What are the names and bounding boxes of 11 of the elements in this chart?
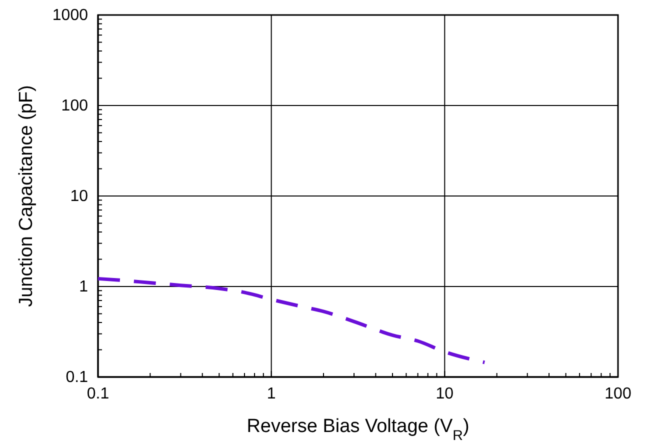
y-tick-label: 1000 <box>52 7 88 24</box>
y-tick-label: 10 <box>70 188 88 206</box>
y-tick-label: 1 <box>79 278 88 296</box>
y-tick-label: 100 <box>61 98 88 115</box>
x-axis-title: Reverse Bias Voltage (V$_{R}$) <box>246 416 470 442</box>
x-tick-label: 10 <box>436 385 454 402</box>
y-axis-title: Junction Capacitance (pF) <box>16 85 37 307</box>
x-tick-label: 1 <box>266 385 276 402</box>
y-tick-label: 0.1 <box>66 369 88 386</box>
x-tick-label: 0.1 <box>86 385 110 402</box>
x-tick-label: 100 <box>604 385 632 402</box>
